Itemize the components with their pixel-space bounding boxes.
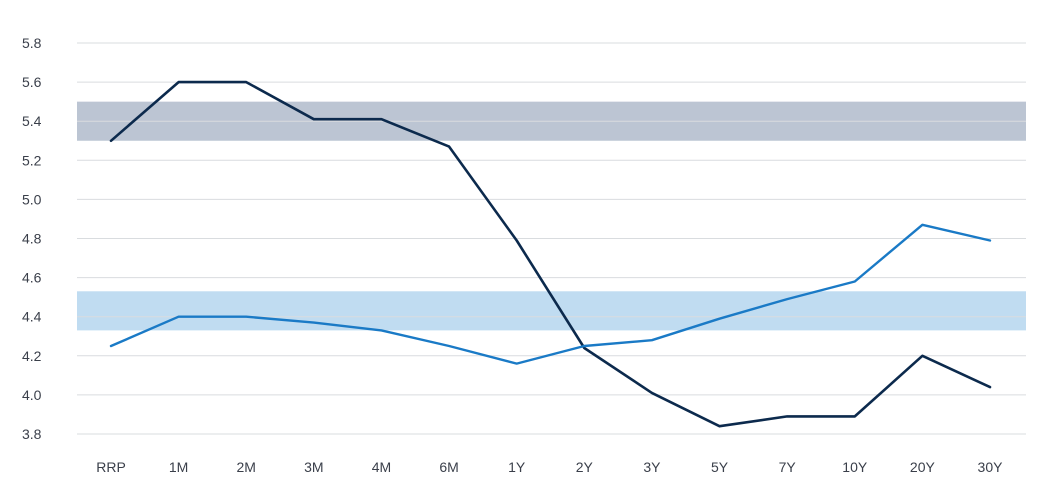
y-tick-label: 5.0	[22, 191, 42, 207]
y-tick-label: 4.4	[22, 309, 42, 325]
y-tick-label: 3.8	[22, 426, 42, 442]
x-axis: RRP 1M 2M 3M 4M 6M 1Y 2Y 3Y 5Y 7Y 10Y 20Y 30Y	[96, 459, 1003, 475]
series-line-2	[109, 223, 992, 365]
y-tick-label: 5.4	[22, 113, 42, 129]
x-tick-label: 2Y	[576, 459, 594, 475]
y-tick-label: 4.0	[22, 387, 42, 403]
x-tick-label: 1M	[169, 459, 188, 475]
x-tick-label: 20Y	[910, 459, 936, 475]
x-tick-label: 4M	[372, 459, 391, 475]
x-tick-label: 3M	[304, 459, 323, 475]
series-line-1	[109, 80, 992, 428]
x-tick-label: RRP	[96, 459, 126, 475]
series-lines	[109, 80, 992, 428]
y-tick-label: 4.6	[22, 270, 42, 286]
x-tick-label: 6M	[439, 459, 458, 475]
y-axis: 5.8 5.6 5.4 5.2 5.0 4.8 4.6 4.4 4.2 4.0 3.8	[22, 35, 42, 442]
x-tick-label: 1Y	[508, 459, 526, 475]
y-tick-label: 5.2	[22, 152, 42, 168]
x-tick-label: 7Y	[779, 459, 797, 475]
x-tick-label: 10Y	[842, 459, 868, 475]
y-tick-label: 4.2	[22, 348, 42, 364]
y-tick-label: 4.8	[22, 231, 42, 247]
y-tick-label: 5.8	[22, 35, 42, 51]
x-tick-label: 3Y	[643, 459, 661, 475]
x-tick-label: 5Y	[711, 459, 729, 475]
x-tick-label: 2M	[237, 459, 256, 475]
x-tick-label: 30Y	[978, 459, 1004, 475]
y-tick-label: 5.6	[22, 74, 42, 90]
